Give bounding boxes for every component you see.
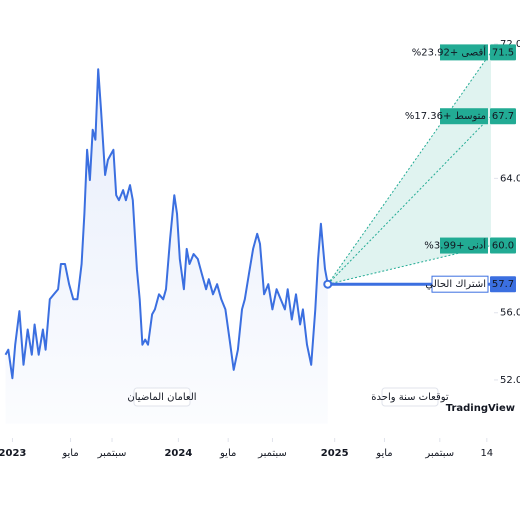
section-box	[381, 387, 439, 407]
forecast-name: أقصى +23.92%	[412, 45, 487, 58]
section-label: توقعات سنة واحدة	[371, 392, 449, 403]
x-tick-label: 2024	[164, 448, 192, 459]
x-tick-label: سبتمبر	[257, 448, 287, 459]
name-box	[440, 108, 488, 125]
value-box	[490, 44, 516, 61]
y-tick-label: 64.0	[500, 173, 520, 184]
forecast-line	[327, 52, 492, 285]
x-tick-label: مايو	[375, 448, 392, 459]
name-box	[440, 44, 488, 61]
x-tick-label: مايو	[61, 448, 78, 459]
x-tick-label: 2025	[321, 448, 349, 459]
value-label: 60.0	[492, 241, 514, 252]
forecast-line	[327, 115, 492, 285]
x-tick-label: 14	[480, 448, 493, 459]
y-tick-label: 52.0	[500, 375, 520, 386]
x-tick-label: سبتمبر	[424, 448, 454, 459]
value-box	[490, 237, 516, 254]
value-label: 57.7	[492, 279, 514, 290]
x-tick-label: سبتمبر	[97, 448, 127, 459]
section-label: العامان الماضيان	[127, 392, 196, 403]
value-label: 67.7	[492, 111, 514, 122]
value-box	[490, 276, 516, 293]
y-tick-label: 56.0	[500, 308, 520, 319]
forecast-name: متوسط +17.36%	[405, 111, 486, 122]
history-line	[4, 68, 329, 380]
x-tick-label: مايو	[219, 448, 236, 459]
x-tick-label: 2023	[0, 448, 26, 459]
forecast-name: أدنى +3.99%	[424, 239, 486, 252]
value-box	[490, 108, 516, 125]
forecast-name: اشتراك الحالي	[425, 279, 486, 290]
last-point	[323, 279, 333, 289]
section-box	[133, 387, 191, 407]
history-area	[5, 69, 328, 424]
logo: TradingView	[446, 403, 515, 414]
name-box	[440, 237, 488, 254]
value-label: 71.5	[492, 47, 514, 58]
name-box	[431, 275, 489, 293]
